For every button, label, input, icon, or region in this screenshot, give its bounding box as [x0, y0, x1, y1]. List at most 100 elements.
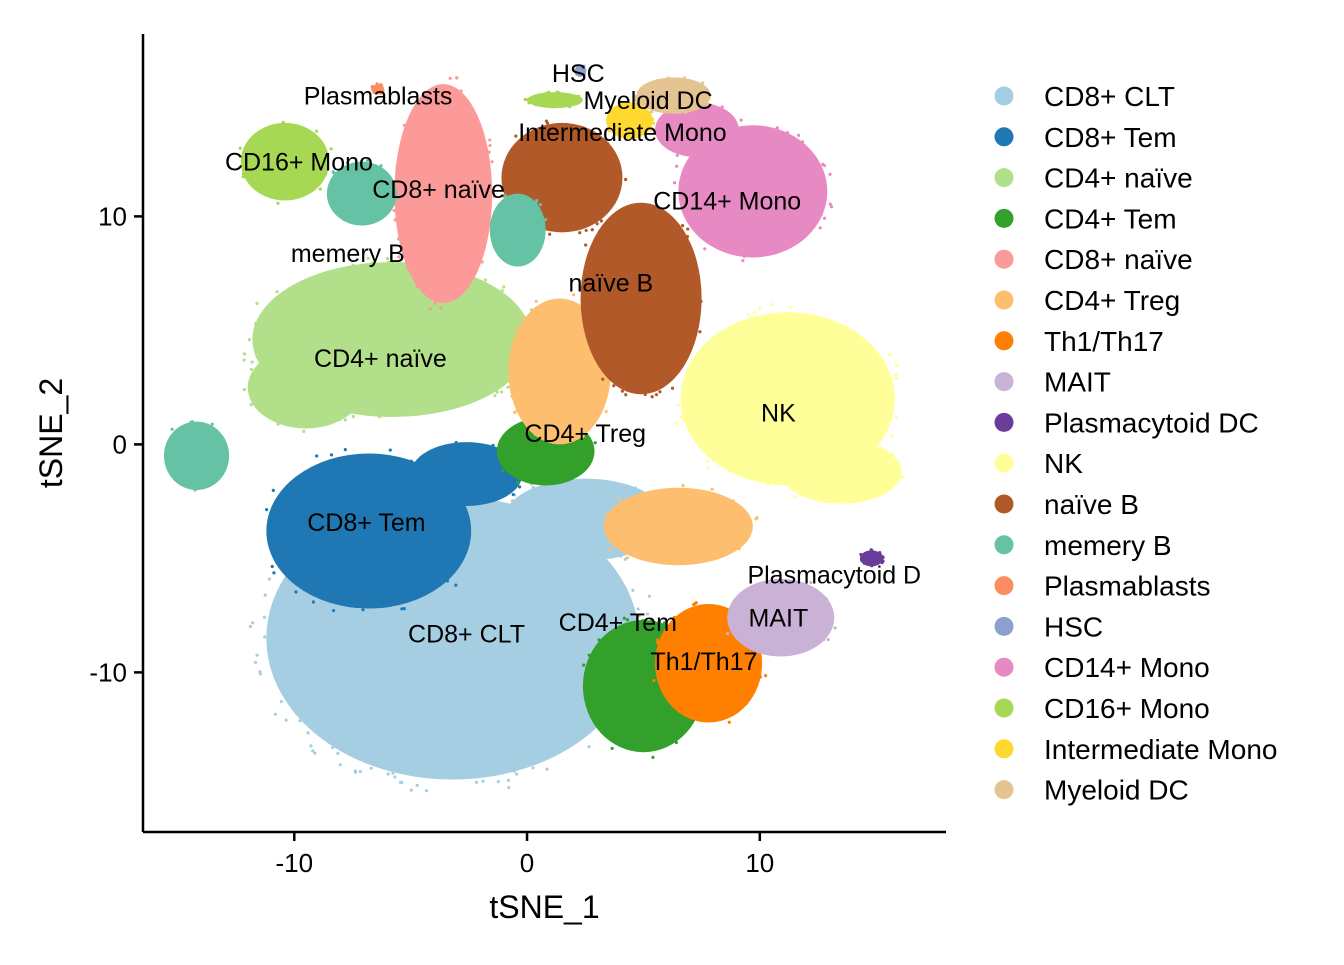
point-cd8-clt — [399, 763, 403, 767]
point-th1-th17 — [652, 678, 656, 683]
point-cd8-clt — [278, 592, 282, 597]
point-th1-th17 — [764, 674, 768, 678]
point-cd4-treg — [737, 546, 741, 551]
point-cd8-na-ve — [408, 252, 413, 256]
point-nk — [714, 444, 718, 448]
point-plasmacytoid-dc — [859, 552, 863, 557]
cluster-memery-b-0 — [163, 421, 230, 490]
legend-swatch — [994, 698, 1014, 718]
point-cd8-tem — [284, 551, 288, 555]
point-nk — [890, 452, 895, 456]
point-cd16-mono — [568, 104, 572, 109]
point-memery-b — [368, 162, 373, 166]
point-cd14-mono — [775, 126, 779, 130]
point-cd4-treg — [510, 394, 514, 398]
point-cd4-na-ve — [389, 405, 393, 409]
point-cd8-tem — [272, 571, 276, 575]
point-cd8-tem — [421, 489, 425, 493]
legend-label: NK — [1044, 448, 1083, 479]
point-cd14-mono — [818, 226, 822, 230]
point-cd4-treg — [520, 315, 524, 319]
point-cd8-clt — [481, 779, 485, 783]
point-nk — [707, 341, 712, 346]
legend-item-plasmablasts: Plasmablasts — [994, 571, 1211, 602]
x-tick-label: -10 — [276, 848, 314, 878]
point-cd8-na-ve — [397, 255, 401, 259]
point-memery-b — [173, 477, 178, 482]
point-cd14-mono — [720, 105, 724, 109]
point-cd8-tem — [363, 595, 367, 599]
point-cd4-tem — [651, 755, 655, 759]
point-memery-b — [504, 194, 508, 198]
point-nk — [689, 362, 693, 366]
point-th1-th17 — [662, 678, 667, 682]
point-mait — [822, 637, 826, 641]
point-th1-th17 — [717, 716, 721, 720]
point-nk — [828, 331, 832, 335]
point-cd8-tem — [452, 554, 456, 558]
point-cd4-na-ve — [306, 280, 310, 284]
point-cd4-treg — [525, 421, 529, 425]
point-cd4-na-ve — [254, 393, 258, 397]
point-cd4-na-ve — [354, 365, 358, 369]
point-na-ve-b — [584, 243, 588, 247]
point-cd4-tem — [586, 445, 590, 449]
legend-label: memery B — [1044, 530, 1172, 561]
legend-item-cd4-na-ve: CD4+ naïve — [994, 163, 1193, 194]
point-cd8-clt — [272, 661, 276, 665]
legend-swatch — [994, 249, 1014, 269]
point-cd4-na-ve — [275, 290, 279, 294]
point-cd8-clt — [302, 698, 306, 702]
point-nk — [894, 415, 898, 419]
point-cd4-treg — [749, 524, 753, 528]
cluster-label-hsc: HSC — [552, 60, 605, 88]
point-cd8-tem — [270, 564, 274, 569]
point-cd8-tem — [326, 464, 330, 468]
point-na-ve-b — [650, 377, 654, 381]
legend-swatch — [994, 331, 1014, 351]
point-cd8-tem — [414, 585, 418, 589]
point-cd8-clt — [391, 771, 395, 775]
point-myeloid-dc — [683, 110, 688, 115]
point-cd8-clt — [621, 601, 625, 605]
point-cd4-na-ve — [254, 389, 258, 394]
point-intermediate-mono — [619, 101, 624, 105]
point-plasmablasts — [375, 82, 379, 86]
series-mait — [726, 578, 837, 657]
point-nk — [873, 433, 877, 437]
point-cd8-tem — [293, 570, 297, 574]
point-memery-b — [193, 423, 197, 427]
point-na-ve-b — [690, 259, 694, 263]
point-cd4-treg — [535, 424, 539, 428]
point-cd14-mono — [741, 259, 745, 263]
point-cd8-tem — [353, 463, 357, 467]
point-memery-b — [210, 422, 214, 426]
point-hsc — [576, 72, 580, 76]
legend-item-nk: NK — [994, 448, 1083, 479]
point-cd4-na-ve — [250, 360, 254, 364]
point-cd4-na-ve — [483, 278, 488, 282]
point-th1-th17 — [758, 675, 762, 679]
point-cd4-treg — [516, 398, 520, 402]
point-cd8-tem — [343, 597, 347, 601]
point-th1-th17 — [711, 608, 715, 612]
legend-swatch — [994, 657, 1014, 677]
point-mait — [824, 597, 829, 601]
point-nk — [881, 390, 885, 394]
point-cd4-na-ve — [370, 261, 374, 265]
point-cd4-tem — [641, 619, 645, 623]
point-na-ve-b — [648, 384, 653, 388]
legend-label: naïve B — [1044, 489, 1139, 520]
point-nk — [766, 483, 770, 487]
point-myeloid-dc — [635, 102, 639, 106]
point-nk — [689, 404, 693, 409]
point-cd16-mono — [241, 175, 246, 179]
point-cd14-mono — [675, 153, 679, 157]
point-cd4-treg — [525, 429, 529, 433]
series-cd14-mono — [652, 99, 834, 263]
point-cd4-tem — [516, 481, 520, 485]
point-nk — [753, 310, 757, 314]
point-na-ve-b — [584, 287, 588, 291]
point-cd14-mono — [687, 163, 691, 168]
point-cd8-clt — [386, 761, 391, 765]
